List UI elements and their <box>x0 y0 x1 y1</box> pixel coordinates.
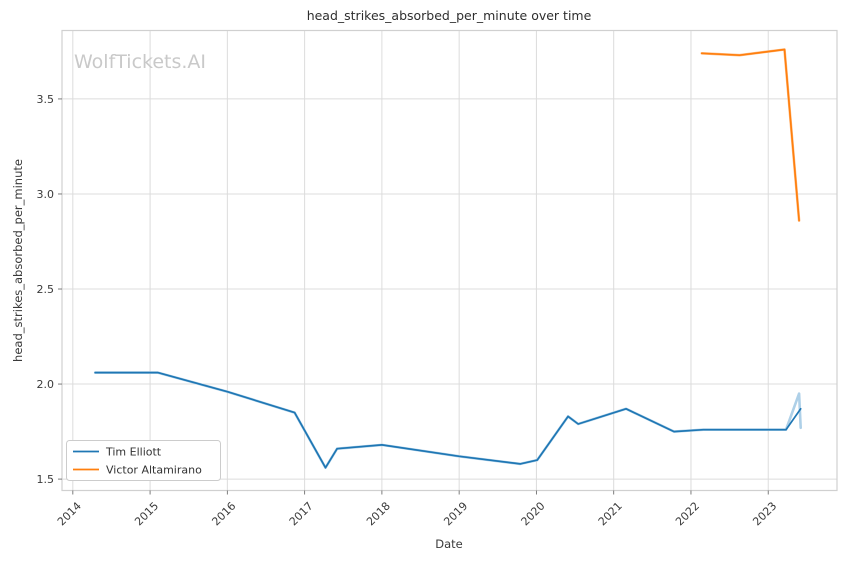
gridlines <box>62 30 837 491</box>
y-axis-label: head_strikes_absorbed_per_minute <box>11 159 25 362</box>
y-tick-label: 2.5 <box>37 283 55 296</box>
series-line-0 <box>94 371 802 469</box>
series-line-1 <box>700 48 800 222</box>
watermark: WolfTickets.AI <box>74 51 206 73</box>
y-tick-label: 3.0 <box>37 188 55 201</box>
y-tick-label: 3.5 <box>37 93 55 106</box>
x-tick-label: 2019 <box>441 499 470 528</box>
x-tick-label: 2021 <box>596 499 625 528</box>
x-tick-label: 2017 <box>287 499 316 528</box>
legend-box <box>66 440 221 481</box>
x-tick-label: 2016 <box>209 499 238 528</box>
x-tick-label: 2018 <box>364 499 393 528</box>
series-lines <box>93 48 803 470</box>
x-tick-label: 2014 <box>55 499 84 528</box>
x-tick-label: 2022 <box>673 499 702 528</box>
x-axis-label: Date <box>435 537 463 551</box>
legend-label-0: Tim Elliott <box>105 446 162 459</box>
y-tick-label: 2.0 <box>37 378 55 391</box>
x-tick-label: 2023 <box>750 499 779 528</box>
legend: Tim Elliott Victor Altamirano <box>66 440 221 481</box>
series-line-light-1 <box>700 48 801 222</box>
x-tick-label: 2020 <box>519 499 548 528</box>
x-tick-label: 2015 <box>132 499 161 528</box>
tick-marks <box>58 98 769 495</box>
legend-label-1: Victor Altamirano <box>106 464 202 477</box>
chart-title: head_strikes_absorbed_per_minute over ti… <box>307 8 592 23</box>
y-tick-label: 1.5 <box>37 473 55 486</box>
plot-border <box>61 29 838 492</box>
